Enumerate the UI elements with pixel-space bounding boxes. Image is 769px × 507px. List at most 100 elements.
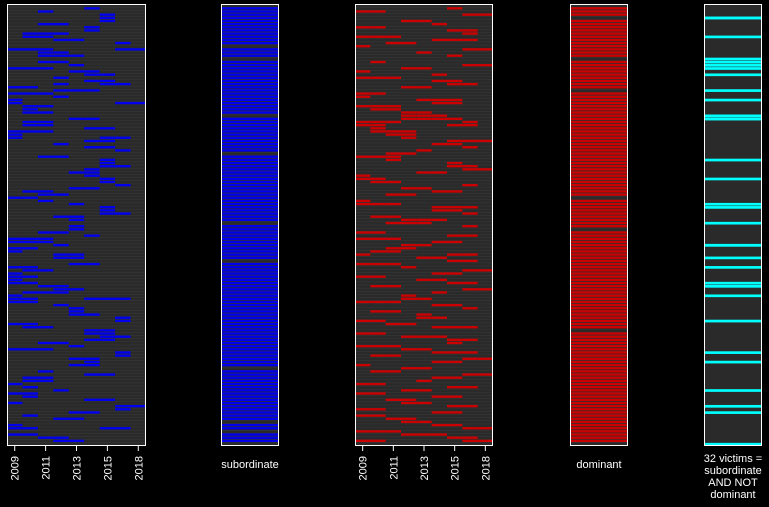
- cell-mark: [53, 303, 69, 307]
- row-mark: [221, 341, 279, 345]
- cell-mark: [431, 114, 447, 117]
- row-mark: [221, 19, 279, 23]
- row-mark: [570, 439, 628, 443]
- cell-mark: [84, 26, 100, 29]
- cell-mark: [37, 341, 54, 345]
- cell-mark: [401, 243, 417, 247]
- row-mark: [570, 389, 628, 392]
- cell-mark: [99, 297, 116, 300]
- row-mark: [570, 127, 628, 130]
- cell-mark: [84, 168, 100, 171]
- cell-mark: [370, 155, 386, 158]
- cell-mark: [99, 332, 116, 335]
- panel-dominant-by-year: 2009 2011 2013 2015 2018: [355, 4, 493, 480]
- cell-mark: [115, 427, 131, 430]
- cell-mark: [68, 38, 85, 42]
- cell-mark: [401, 133, 417, 136]
- cell-mark: [370, 215, 386, 218]
- row-mark: [570, 427, 628, 430]
- cell-mark: [385, 180, 401, 184]
- row-mark: [221, 348, 279, 351]
- cell-mark: [115, 183, 131, 187]
- cell-mark: [53, 193, 69, 196]
- cell-mark: [416, 313, 432, 316]
- cell-mark: [22, 322, 38, 326]
- cell-mark: [84, 187, 100, 190]
- cell-mark: [37, 32, 54, 35]
- cell-mark: [416, 117, 432, 121]
- cell-mark: [115, 149, 131, 152]
- row-mark: [221, 414, 279, 417]
- row-mark: [570, 278, 628, 282]
- cell-mark: [385, 133, 401, 136]
- row-mark: [570, 354, 628, 357]
- row-mark: [221, 120, 279, 124]
- x-tick-label: 2015: [450, 456, 462, 480]
- cell-mark: [99, 161, 116, 165]
- cell-mark: [462, 436, 478, 439]
- cell-mark: [431, 209, 447, 212]
- row-mark: [570, 376, 628, 379]
- cell-mark: [416, 114, 432, 117]
- row-mark: [704, 389, 762, 392]
- cell-mark: [416, 278, 432, 282]
- row-mark: [704, 351, 762, 354]
- cell-mark: [462, 269, 478, 272]
- cell-mark: [68, 171, 85, 174]
- cell-mark: [370, 237, 386, 240]
- cell-mark: [462, 29, 478, 32]
- row-mark: [221, 22, 279, 26]
- cell-mark: [462, 123, 478, 127]
- cell-mark: [385, 247, 401, 250]
- row-mark: [570, 243, 628, 247]
- row-mark: [570, 284, 628, 288]
- row-mark: [221, 243, 279, 247]
- cell-mark: [447, 404, 463, 408]
- cell-mark: [370, 76, 386, 79]
- cell-mark: [7, 133, 23, 136]
- row-mark: [570, 408, 628, 411]
- row-mark: [221, 60, 279, 64]
- row-mark: [221, 95, 279, 98]
- row-mark: [704, 57, 762, 61]
- cell-mark: [370, 123, 386, 127]
- row-mark: [570, 386, 628, 389]
- row-mark: [221, 29, 279, 32]
- row-mark: [570, 165, 628, 168]
- row-mark: [221, 386, 279, 389]
- cell-mark: [385, 262, 401, 266]
- row-mark: [221, 209, 279, 212]
- cell-mark: [37, 92, 54, 95]
- cell-mark: [22, 281, 38, 285]
- row-mark: [570, 373, 628, 376]
- row-mark: [221, 92, 279, 95]
- row-mark: [221, 161, 279, 165]
- cell-mark: [462, 146, 478, 149]
- cell-mark: [22, 120, 38, 124]
- cell-mark: [401, 117, 417, 121]
- row-mark: [221, 165, 279, 168]
- row-mark: [221, 171, 279, 174]
- row-mark: [570, 316, 628, 319]
- cell-mark: [370, 275, 386, 278]
- cell-mark: [130, 404, 146, 408]
- x-tick-label: 2009: [10, 456, 22, 480]
- cell-mark: [416, 171, 432, 174]
- row-mark: [221, 117, 279, 121]
- cell-mark: [385, 284, 401, 288]
- cell-mark: [370, 105, 386, 108]
- cell-mark: [370, 439, 386, 443]
- row-mark: [570, 266, 628, 269]
- cell-mark: [68, 202, 85, 206]
- cell-mark: [84, 127, 100, 130]
- cell-mark: [99, 209, 116, 212]
- row-mark: [221, 86, 279, 89]
- cell-mark: [99, 398, 116, 402]
- cell-mark: [385, 221, 401, 225]
- cell-mark: [37, 193, 54, 196]
- cell-mark: [355, 105, 371, 108]
- cell-mark: [22, 86, 38, 89]
- x-tick-label: 2018: [480, 456, 492, 480]
- row-mark: [570, 86, 628, 89]
